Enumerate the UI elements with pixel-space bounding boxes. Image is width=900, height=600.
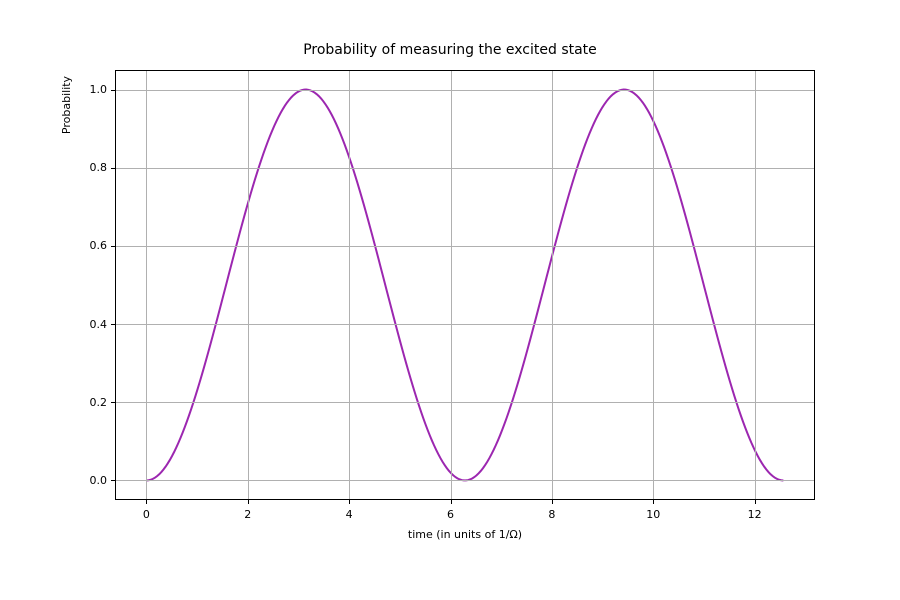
plot-border [115,70,815,500]
plot-area [115,70,815,500]
chart-title: Probability of measuring the excited sta… [0,42,900,58]
ytick-label: 0.0 [90,474,108,487]
xtick [146,500,147,504]
ytick-label: 0.2 [90,396,108,409]
ytick-label: 0.6 [90,239,108,252]
y-axis-label: Probability [60,0,73,320]
figure: Probability of measuring the excited sta… [0,0,900,600]
xtick-label: 8 [542,508,562,521]
xtick [451,500,452,504]
xtick-label: 6 [441,508,461,521]
xtick-label: 4 [339,508,359,521]
ytick-label: 0.8 [90,161,108,174]
xtick-label: 2 [238,508,258,521]
xtick-label: 10 [643,508,663,521]
xtick [653,500,654,504]
xtick-label: 12 [745,508,765,521]
xtick [349,500,350,504]
xtick [552,500,553,504]
ytick-label: 0.4 [90,318,108,331]
x-axis-label: time (in units of 1/Ω) [115,528,815,541]
xtick [248,500,249,504]
ytick-label: 1.0 [90,83,108,96]
xtick [755,500,756,504]
xtick-label: 0 [136,508,156,521]
